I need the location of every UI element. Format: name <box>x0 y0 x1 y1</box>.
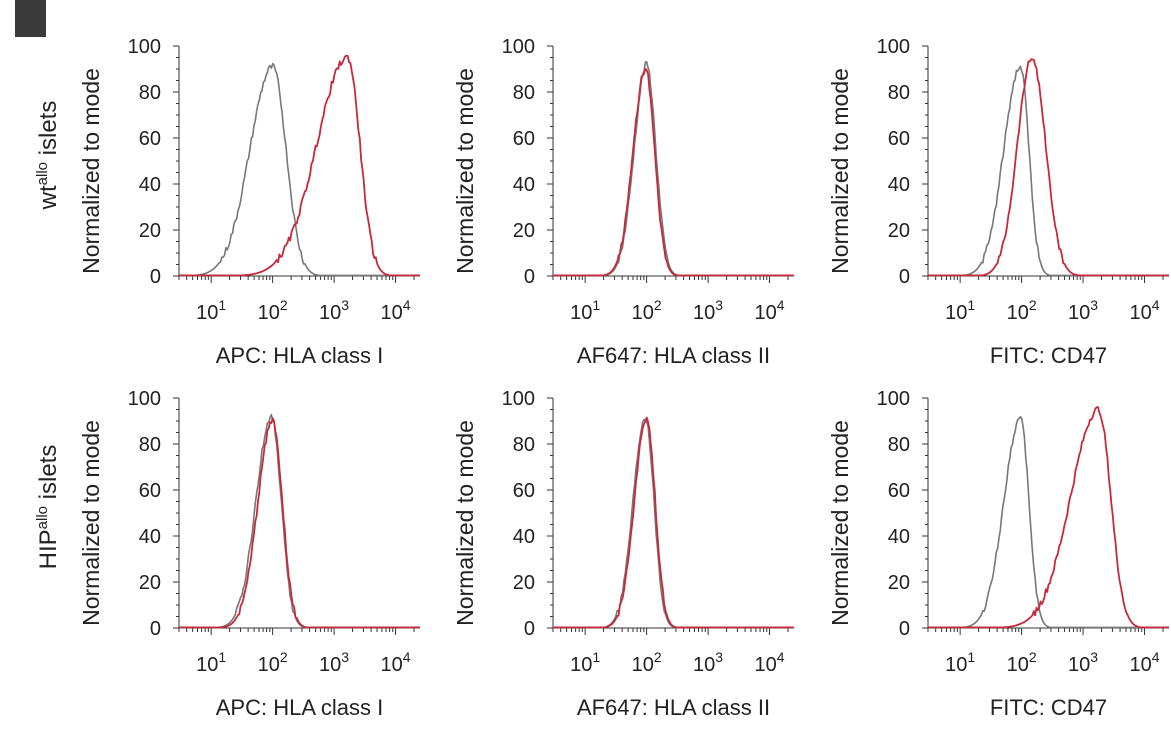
sample-histogram-line <box>553 67 794 277</box>
y-tick-label: 100 <box>877 36 910 58</box>
y-tick-label: 20 <box>888 572 910 594</box>
y-tick-label: 60 <box>139 128 161 150</box>
x-tick-label: 101 <box>945 649 975 676</box>
x-tick-label: 101 <box>570 297 600 324</box>
y-tick-label: 80 <box>888 434 910 456</box>
y-tick-label: 80 <box>139 434 161 456</box>
y-axis-title: Normalized to mode <box>827 68 853 274</box>
sample-histogram-line <box>179 54 420 277</box>
x-tick-label: 101 <box>196 649 226 676</box>
y-tick-label: 0 <box>150 266 161 288</box>
histogram-panel: 0 20 40 60 80 100 101 102 103 104 Normalized to mo… <box>78 388 420 720</box>
control-histogram-line <box>928 415 1169 629</box>
y-tick-label: 0 <box>899 618 910 640</box>
sample-histogram-line <box>553 416 794 629</box>
y-tick-label: 80 <box>888 82 910 104</box>
histogram-panel: 0 20 40 60 80 100 101 102 103 104 Normalized to mo… <box>452 388 794 720</box>
x-tick-label: 104 <box>1130 297 1160 324</box>
y-tick-label: 100 <box>877 388 910 410</box>
y-tick-label: 100 <box>502 388 535 410</box>
x-tick-label: 104 <box>381 649 411 676</box>
x-tick-label: 102 <box>258 649 288 676</box>
row-label-wt: wtallo islets <box>34 101 62 211</box>
x-tick-label: 101 <box>570 649 600 676</box>
y-tick-label: 20 <box>139 220 161 242</box>
control-histogram-line <box>553 418 794 629</box>
sample-histogram-line <box>928 58 1169 277</box>
x-tick-label: 104 <box>381 297 411 324</box>
control-histogram-line <box>553 61 794 277</box>
control-histogram-line <box>179 62 420 277</box>
y-tick-label: 100 <box>128 36 161 58</box>
control-histogram-line <box>179 413 420 629</box>
panel-marker <box>15 0 46 37</box>
histogram-panel: 0 20 40 60 80 100 101 102 103 104 Normalized to mo… <box>827 388 1169 720</box>
x-tick-label: 101 <box>945 297 975 324</box>
y-tick-label: 60 <box>513 128 535 150</box>
x-tick-label: 103 <box>693 649 723 676</box>
x-axis-title: FITC: CD47 <box>990 695 1107 720</box>
y-tick-label: 20 <box>139 572 161 594</box>
y-tick-label: 60 <box>139 480 161 502</box>
x-axis-title: AF647: HLA class II <box>577 343 770 368</box>
y-tick-label: 100 <box>128 388 161 410</box>
x-axis-title: APC: HLA class I <box>216 695 384 720</box>
y-tick-label: 40 <box>888 174 910 196</box>
x-tick-label: 103 <box>1068 297 1098 324</box>
x-tick-label: 103 <box>693 297 723 324</box>
x-tick-label: 103 <box>319 297 349 324</box>
x-tick-label: 102 <box>632 649 662 676</box>
y-tick-label: 0 <box>524 618 535 640</box>
y-tick-label: 100 <box>502 36 535 58</box>
x-tick-label: 102 <box>258 297 288 324</box>
y-tick-label: 60 <box>888 480 910 502</box>
y-tick-label: 60 <box>888 128 910 150</box>
sample-histogram-line <box>928 406 1169 629</box>
sample-histogram-line <box>179 417 420 629</box>
y-tick-label: 20 <box>888 220 910 242</box>
x-tick-label: 103 <box>1068 649 1098 676</box>
y-tick-label: 40 <box>139 174 161 196</box>
x-tick-label: 102 <box>1007 649 1037 676</box>
histogram-panel: 0 20 40 60 80 100 101 102 103 104 Normalized to mo… <box>78 36 420 368</box>
y-tick-label: 40 <box>513 174 535 196</box>
x-axis-title: AF647: HLA class II <box>577 695 770 720</box>
x-axis-title: FITC: CD47 <box>990 343 1107 368</box>
y-tick-label: 0 <box>150 618 161 640</box>
y-axis-title: Normalized to mode <box>78 68 104 274</box>
histogram-panel: 0 20 40 60 80 100 101 102 103 104 Normalized to mo… <box>452 36 794 368</box>
y-axis-title: Normalized to mode <box>452 420 478 626</box>
y-tick-label: 0 <box>524 266 535 288</box>
y-tick-label: 80 <box>513 82 535 104</box>
x-tick-label: 103 <box>319 649 349 676</box>
x-tick-label: 104 <box>755 297 785 324</box>
y-tick-label: 40 <box>513 526 535 548</box>
row-label-hip: HIPallo islets <box>34 445 62 570</box>
x-tick-label: 102 <box>1007 297 1037 324</box>
y-axis-title: Normalized to mode <box>78 420 104 626</box>
y-axis-title: Normalized to mode <box>452 68 478 274</box>
y-tick-label: 40 <box>139 526 161 548</box>
y-tick-label: 40 <box>888 526 910 548</box>
histogram-panel: 0 20 40 60 80 100 101 102 103 104 Normalized to mo… <box>827 36 1169 368</box>
y-tick-label: 20 <box>513 572 535 594</box>
y-tick-label: 80 <box>139 82 161 104</box>
x-tick-label: 104 <box>1130 649 1160 676</box>
x-axis-title: APC: HLA class I <box>216 343 384 368</box>
y-tick-label: 60 <box>513 480 535 502</box>
y-tick-label: 20 <box>513 220 535 242</box>
y-tick-label: 80 <box>513 434 535 456</box>
y-axis-title: Normalized to mode <box>827 420 853 626</box>
x-tick-label: 102 <box>632 297 662 324</box>
x-tick-label: 101 <box>196 297 226 324</box>
x-tick-label: 104 <box>755 649 785 676</box>
y-tick-label: 0 <box>899 266 910 288</box>
